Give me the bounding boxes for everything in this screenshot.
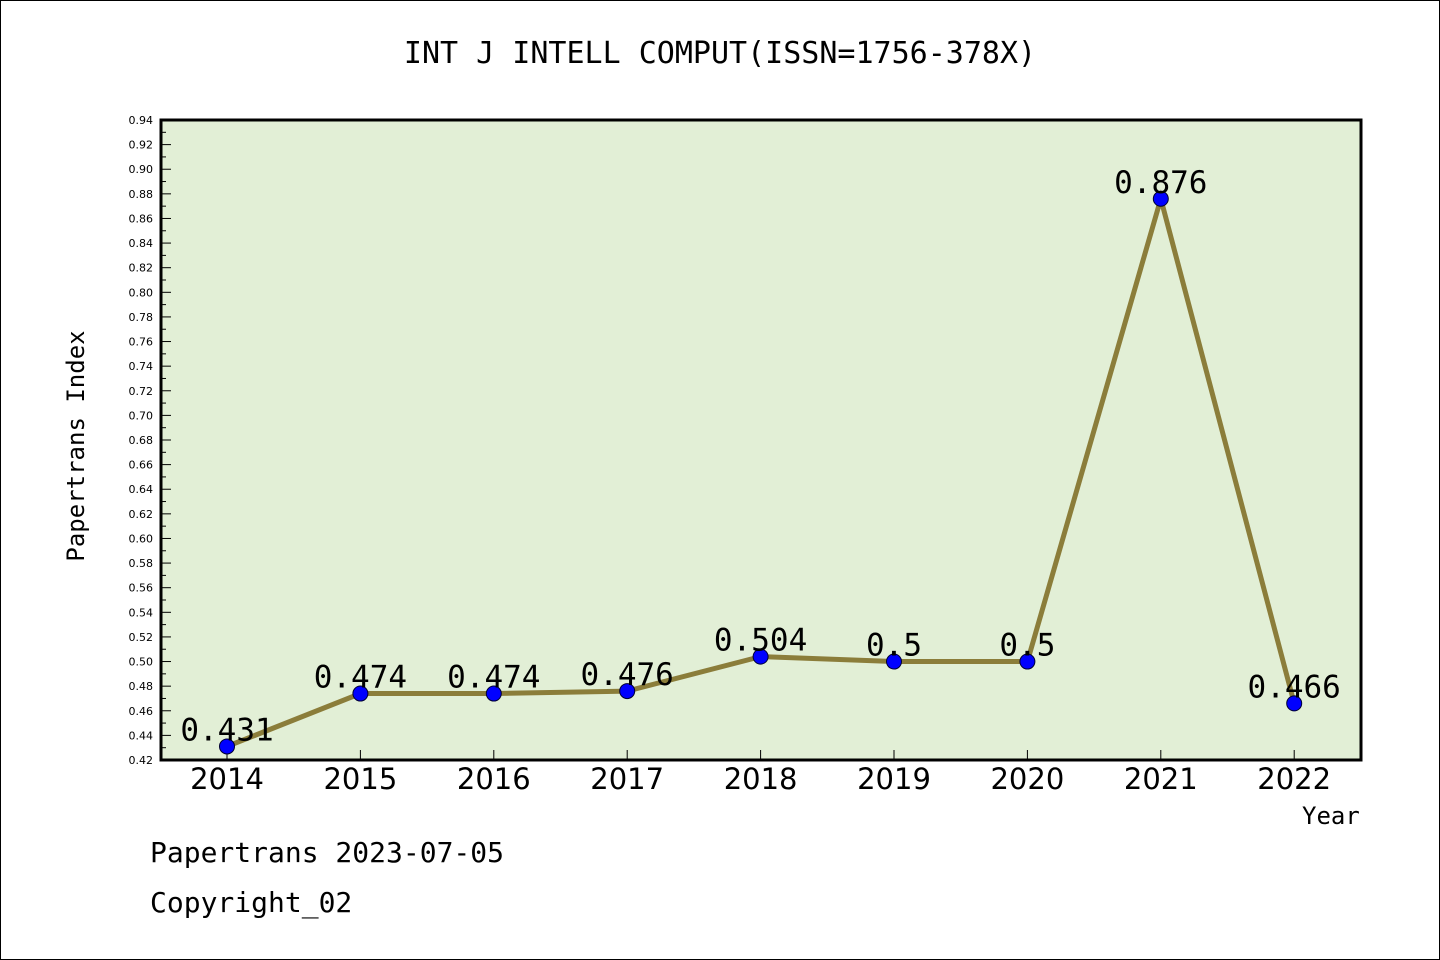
y-tick-label: 0.94 (129, 114, 154, 127)
y-tick-label: 0.74 (129, 360, 154, 373)
y-tick-label: 0.88 (129, 188, 154, 201)
x-axis-label: Year (1302, 802, 1360, 830)
data-point (485, 685, 502, 702)
x-tick-label: 2015 (323, 762, 397, 796)
y-tick-label: 0.72 (129, 385, 154, 398)
x-axis: 2014 2015 2016 2017 2018 2019 2020 2021 2022 (190, 750, 1331, 796)
x-tick-label: 2016 (457, 762, 531, 796)
data-point (219, 738, 235, 755)
data-label: 0.474 (314, 660, 407, 696)
y-tick-label: 0.86 (129, 212, 154, 225)
y-tick-label: 0.80 (129, 286, 154, 299)
y-tick-label: 0.46 (129, 705, 154, 718)
y-tick-label: 0.62 (129, 508, 154, 521)
y-tick-label: 0.44 (129, 729, 154, 742)
footer-copyright: Copyright_02 (150, 886, 353, 919)
x-tick-label: 2017 (590, 762, 664, 796)
x-tick-label: 2014 (190, 762, 264, 796)
series-layer: 0.431 0.474 0.474 0.476 0.504 0.5 0.5 0.876 0.46… (180, 165, 1341, 755)
y-tick-label: 0.82 (129, 262, 154, 275)
data-point (1152, 190, 1169, 207)
x-tick-label: 2018 (724, 762, 798, 796)
data-point (886, 653, 902, 670)
data-point (352, 685, 369, 702)
y-tick-label: 0.60 (129, 532, 154, 545)
data-label: 0.476 (581, 657, 674, 693)
y-tick-label: 0.84 (129, 237, 154, 250)
y-tick-label: 0.52 (129, 631, 154, 644)
data-label: 0.5 (999, 628, 1055, 664)
y-axis: 0.42 0.44 0.46 0.48 0.50 0.52 0.54 0.56 0.58 0.60… (129, 114, 171, 767)
y-axis-label: Papertrans Index (62, 330, 90, 562)
data-label: 0.5 (866, 628, 922, 664)
y-tick-label: 0.48 (129, 680, 154, 693)
data-label: 0.431 (180, 712, 273, 748)
footer-date: Papertrans 2023-07-05 (150, 836, 505, 869)
y-tick-label: 0.78 (129, 311, 154, 324)
y-tick-label: 0.42 (129, 754, 154, 767)
x-tick-label: 2019 (857, 762, 931, 796)
y-tick-label: 0.64 (129, 483, 154, 496)
data-label: 0.876 (1114, 165, 1207, 201)
data-point (1286, 695, 1303, 712)
data-label: 0.504 (714, 623, 807, 659)
y-tick-label: 0.66 (129, 459, 154, 472)
chart-title: INT J INTELL COMPUT(ISSN=1756-378X) (403, 36, 1037, 71)
data-point (619, 683, 636, 700)
y-tick-label: 0.90 (129, 163, 154, 176)
y-tick-label: 0.54 (129, 606, 154, 619)
x-tick-label: 2020 (990, 762, 1064, 796)
data-label: 0.474 (447, 660, 540, 696)
x-tick-label: 2022 (1257, 762, 1331, 796)
x-tick-label: 2021 (1124, 762, 1198, 796)
data-point (1019, 653, 1036, 670)
y-tick-label: 0.92 (129, 139, 154, 152)
y-tick-label: 0.76 (129, 336, 154, 349)
y-tick-label: 0.56 (129, 582, 154, 595)
y-tick-label: 0.50 (129, 656, 154, 669)
y-tick-label: 0.70 (129, 409, 154, 422)
y-tick-label: 0.58 (129, 557, 154, 570)
y-tick-label: 0.68 (129, 434, 154, 447)
data-point (752, 648, 769, 665)
data-label: 0.466 (1248, 669, 1341, 705)
